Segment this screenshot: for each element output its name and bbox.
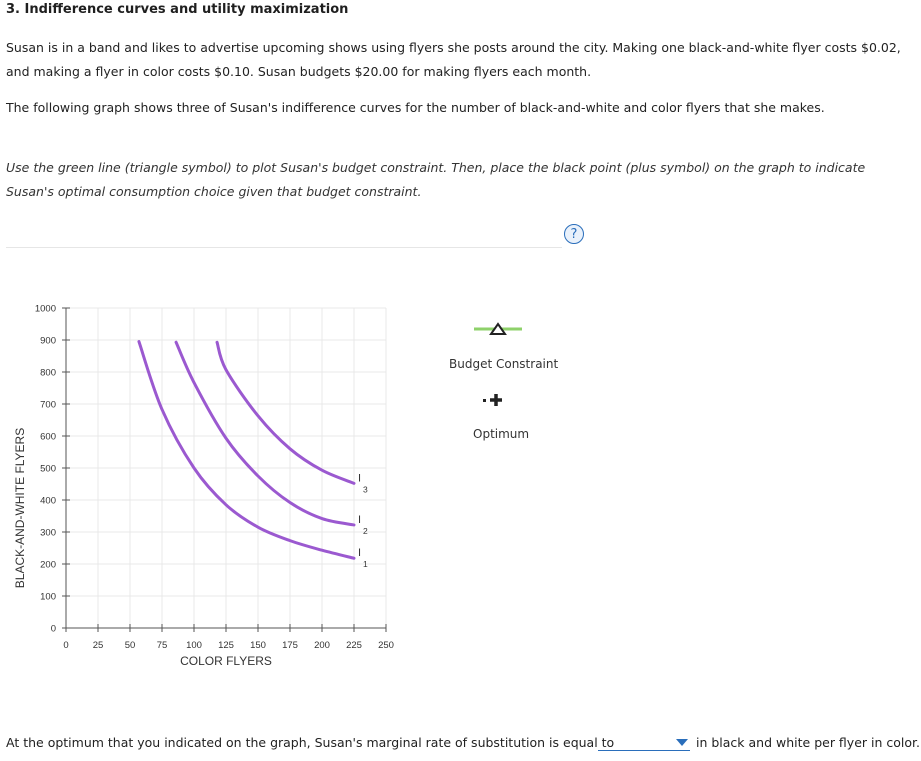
help-icon[interactable]: ? <box>564 224 584 244</box>
divider <box>6 247 562 248</box>
y-tick-label: 200 <box>40 560 56 571</box>
curve-label-sub-i3: 3 <box>363 484 368 494</box>
mrs-question-tail: in black and white per flyer in color. <box>696 735 920 750</box>
budget-constraint-tool[interactable] <box>474 322 522 335</box>
x-tick-label: 150 <box>250 640 266 651</box>
dot-icon <box>483 399 486 402</box>
x-tick-label: 100 <box>186 640 202 651</box>
x-axis-label: COLOR FLYERS <box>180 654 272 668</box>
question-title: 3. Indifference curves and utility maxim… <box>6 2 349 17</box>
x-tick-label: 125 <box>218 640 234 651</box>
y-tick-label: 500 <box>40 464 56 475</box>
y-tick-label: 400 <box>40 496 56 507</box>
y-tick-label: 800 <box>40 368 56 379</box>
x-tick-label: 175 <box>282 640 298 651</box>
plus-icon <box>490 394 502 406</box>
x-tick-label: 200 <box>314 640 330 651</box>
optimum-tool[interactable] <box>483 394 502 406</box>
optimum-label: Optimum <box>473 427 530 441</box>
triangle-icon <box>489 322 507 335</box>
indifference-curve-graph[interactable]: 0 25 50 75 100 125 150 175 200 225 250010020030040… <box>0 290 600 680</box>
x-tick-label: 225 <box>346 640 362 651</box>
x-tick-label: 50 <box>125 640 136 651</box>
graph-description: The following graph shows three of Susan… <box>6 100 825 115</box>
graph-instructions: Use the green line (triangle symbol) to … <box>6 160 866 199</box>
y-tick-label: 600 <box>40 432 56 443</box>
problem-paragraph: Susan is in a band and likes to advertis… <box>6 40 901 79</box>
indifference-curve-i1 <box>137 340 356 560</box>
x-tick-label: 25 <box>93 640 104 651</box>
y-tick-label: 100 <box>40 592 56 603</box>
y-tick-label: 1000 <box>35 304 56 315</box>
curve-label-sub-i1: 1 <box>363 559 368 569</box>
mrs-question: At the optimum that you indicated on the… <box>6 735 615 750</box>
x-tick-label: 250 <box>378 640 394 651</box>
y-tick-label: 300 <box>40 528 56 539</box>
curve-label-sub-i2: 2 <box>363 526 368 536</box>
y-tick-label: 0 <box>51 624 56 635</box>
indifference-curve-i3 <box>215 340 356 485</box>
chevron-down-icon <box>676 739 688 746</box>
y-tick-label: 700 <box>40 400 56 411</box>
y-axis-label: BLACK-AND-WHITE FLYERS <box>13 428 27 588</box>
curve-label-i3: I <box>358 472 361 484</box>
curve-label-i2: I <box>358 514 361 526</box>
indifference-curve-i2 <box>174 340 356 527</box>
x-tick-label: 0 <box>63 640 68 651</box>
curve-label-i1: I <box>358 547 361 559</box>
x-tick-label: 75 <box>157 640 168 651</box>
y-tick-label: 900 <box>40 336 56 347</box>
mrs-dropdown[interactable] <box>598 731 690 751</box>
budget-constraint-label: Budget Constraint <box>449 357 559 371</box>
